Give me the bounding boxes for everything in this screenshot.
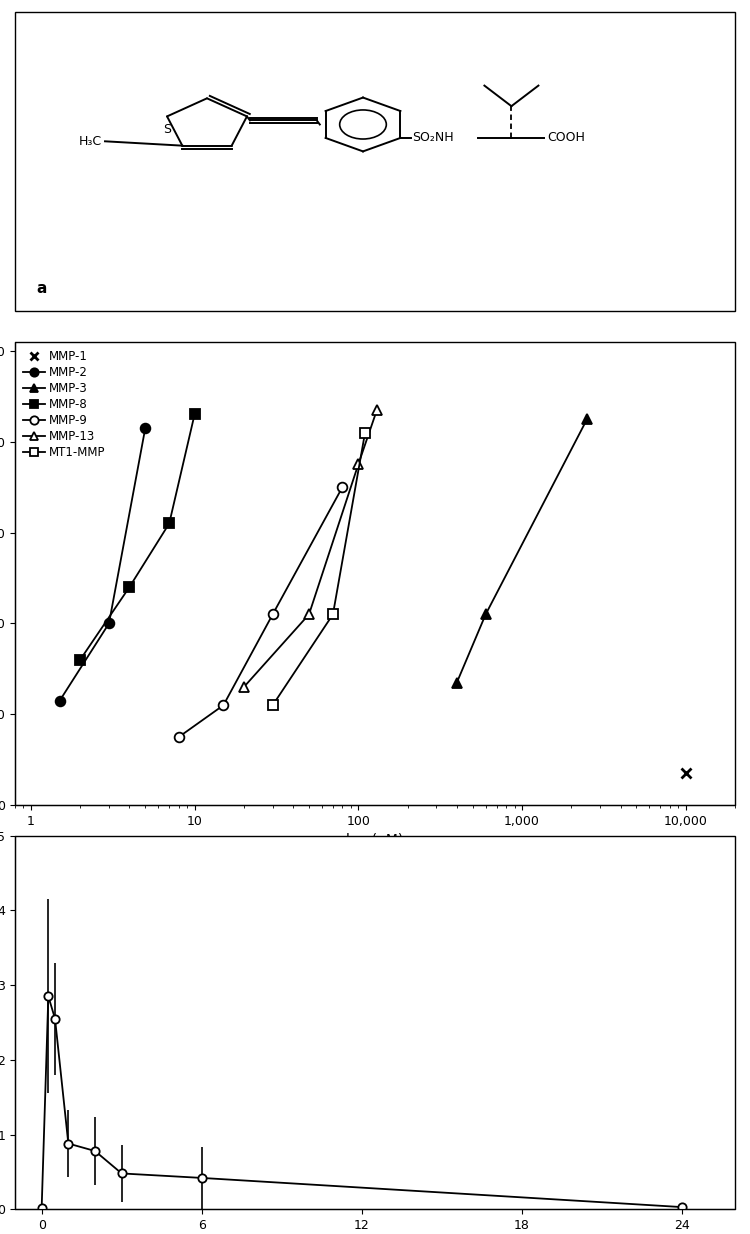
MMP-13 — [304, 607, 313, 622]
Text: S: S — [163, 123, 171, 136]
Line: MT1-MMP: MT1-MMP — [268, 428, 370, 710]
Line: MMP-13: MMP-13 — [239, 405, 382, 692]
MT1-MMP — [328, 607, 338, 622]
MMP-13 — [354, 457, 363, 471]
MMP-13 — [373, 402, 382, 417]
MMP-9 — [174, 729, 183, 744]
Bar — [15, 342, 735, 806]
MMP-8 — [125, 580, 134, 595]
X-axis label: log (nM): log (nM) — [346, 833, 404, 848]
Text: H₃C: H₃C — [79, 135, 102, 148]
Bar — [15, 835, 735, 1209]
MMP-2 — [104, 616, 113, 631]
Text: COOH: COOH — [547, 132, 585, 144]
MT1-MMP — [361, 426, 370, 441]
Bar — [15, 12, 735, 311]
Text: SO₂NH: SO₂NH — [413, 132, 454, 144]
Line: MMP-8: MMP-8 — [75, 410, 200, 665]
MMP-3 — [452, 675, 461, 690]
MMP-9 — [338, 480, 347, 495]
Line: MMP-9: MMP-9 — [174, 482, 347, 742]
Legend: MMP-1, MMP-2, MMP-3, MMP-8, MMP-9, MMP-13, MT1-MMP: MMP-1, MMP-2, MMP-3, MMP-8, MMP-9, MMP-1… — [19, 346, 110, 464]
MMP-8 — [190, 407, 199, 422]
MMP-3 — [583, 411, 592, 426]
MMP-13 — [239, 680, 248, 695]
MT1-MMP — [268, 698, 278, 713]
MMP-9 — [268, 607, 278, 622]
Text: a: a — [37, 281, 47, 296]
Line: MMP-2: MMP-2 — [55, 423, 150, 706]
Line: MMP-3: MMP-3 — [452, 415, 592, 687]
MMP-2 — [56, 694, 64, 708]
MMP-3 — [482, 607, 490, 622]
MMP-2 — [141, 421, 150, 436]
MMP-8 — [165, 516, 174, 531]
MMP-8 — [76, 653, 85, 668]
MMP-9 — [219, 698, 228, 713]
